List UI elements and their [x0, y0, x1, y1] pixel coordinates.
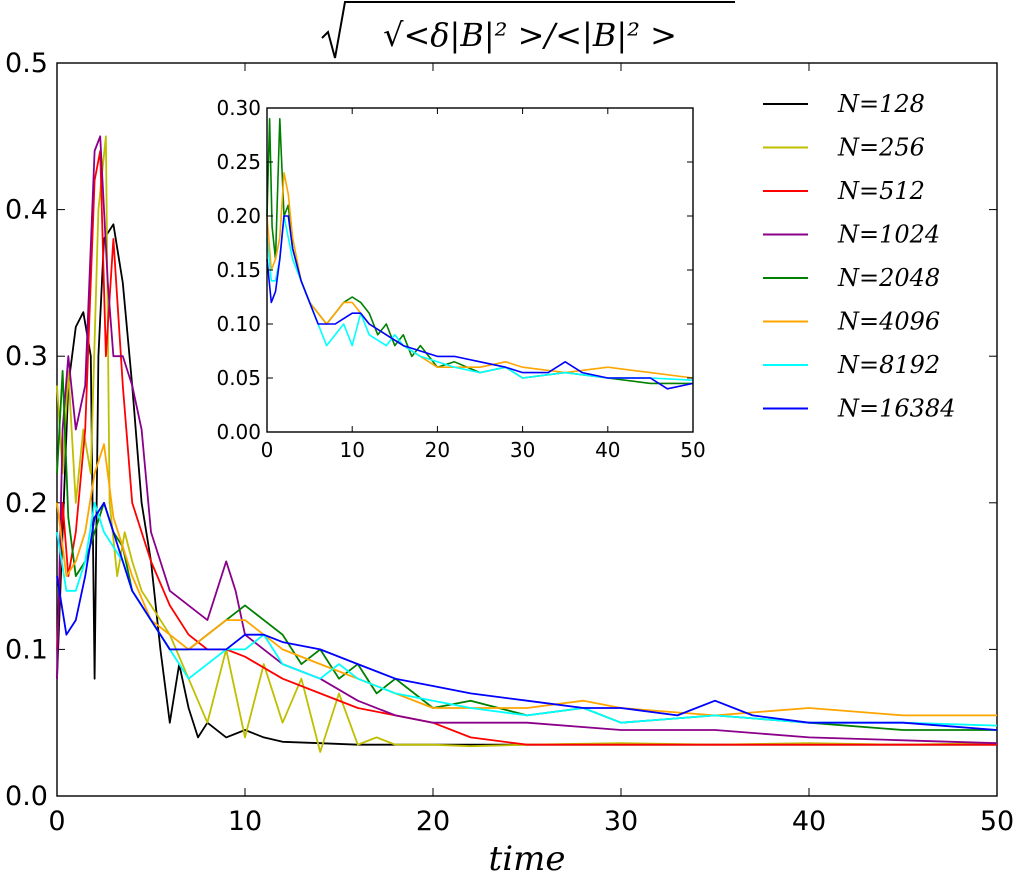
chart-title: √<δ|B|² >/<|B|² >: [383, 16, 677, 54]
main-series: [56, 135, 998, 753]
main-y-tick-label: 0.0: [5, 781, 48, 812]
inset-x-tick-label: 40: [595, 438, 620, 462]
title-radical-sign: [321, 1, 735, 59]
inset-y-tick-label: 0.05: [216, 366, 261, 390]
inset-x-tick-label: 0: [261, 438, 274, 462]
inset-x-tick-label: 20: [425, 438, 450, 462]
inset-y-tick-label: 0.25: [216, 150, 261, 174]
inset-y-tick-label: 0.10: [216, 312, 261, 336]
legend-label: N=16384: [837, 395, 955, 423]
inset-x-tick-label: 50: [680, 438, 705, 462]
legend-label: N=512: [837, 177, 925, 205]
legend-label: N=2048: [837, 264, 940, 292]
inset-y-tick-label: 0.15: [216, 258, 261, 282]
legend: N=128 N=256 N=512 N=1024 N=2048 N=4096 N=8192 N…: [763, 90, 955, 423]
main-ticks: 0 10 20 30 40 50 0.0 0.1 0.2 0.3 0.4 0.5: [5, 48, 1014, 837]
main-y-tick-label: 0.1: [5, 634, 48, 665]
main-series-line-n16384: [56, 501, 998, 731]
main-x-tick-label: 0: [48, 806, 65, 837]
legend-label: N=8192: [837, 351, 940, 379]
x-axis-label: time: [489, 839, 566, 877]
legend-label: N=1024: [837, 221, 940, 249]
main-series-line-n512: [56, 150, 997, 746]
inset-y-tick-label: 0.20: [216, 204, 261, 228]
main-x-tick-label: 50: [980, 806, 1014, 837]
inset-x-tick-label: 10: [339, 438, 364, 462]
main-plot-frame: [56, 62, 998, 797]
main-series-line-n1024: [56, 135, 998, 745]
main-y-tick-label: 0.3: [5, 341, 48, 372]
inset-series-line-n4096: [266, 172, 694, 379]
main-y-tick-label: 0.2: [5, 488, 48, 519]
main-x-tick-label: 40: [792, 806, 826, 837]
inset-x-tick-label: 30: [510, 438, 535, 462]
inset-series-line-n16384: [266, 215, 694, 390]
legend-label: N=4096: [837, 308, 940, 336]
main-y-tick-label: 0.5: [5, 48, 48, 79]
main-x-tick-label: 10: [228, 806, 262, 837]
main-y-tick-label: 0.4: [5, 195, 48, 226]
inset-background: [267, 108, 693, 432]
main-series-line-n4096: [56, 443, 997, 717]
legend-label: N=256: [837, 134, 925, 162]
inset-y-tick-label: 0.30: [216, 96, 261, 120]
main-x-tick-label: 20: [416, 806, 450, 837]
inset-y-tick-label: 0.00: [216, 420, 261, 444]
inset-series: [266, 118, 694, 390]
main-series-line-n8192: [56, 501, 998, 727]
legend-label: N=128: [837, 90, 925, 118]
main-x-tick-label: 30: [604, 806, 638, 837]
inset-ticks: 0 10 20 30 40 50 0.00 0.05 0.10 0.15 0.20 0.25 0.30: [216, 96, 705, 462]
